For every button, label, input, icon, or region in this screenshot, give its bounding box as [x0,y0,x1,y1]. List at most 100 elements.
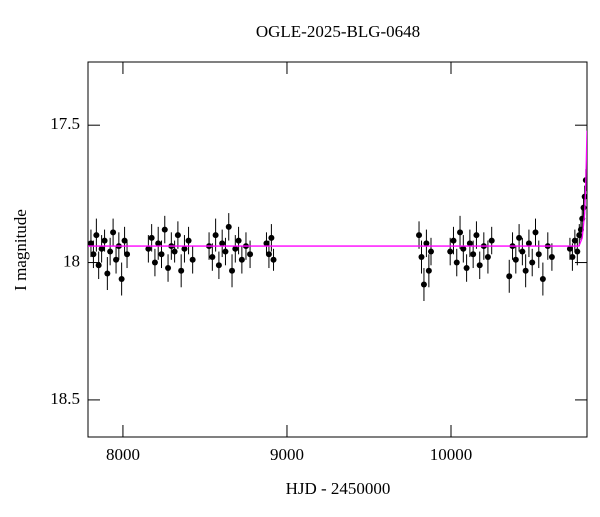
point [519,248,526,255]
data-point [522,254,529,288]
data-point [416,221,423,249]
point [425,267,432,274]
point [90,251,97,258]
y-tick-label: 17.5 [50,114,80,133]
point [219,240,226,247]
data-point [90,240,97,269]
point [263,240,270,247]
data-point [238,246,245,274]
point [418,254,425,261]
point [148,234,155,241]
point [484,254,491,261]
point [525,240,532,247]
data-point [428,237,435,266]
data-point [247,240,254,269]
data-point [574,237,581,266]
point [473,232,480,239]
point [265,251,272,258]
point [95,262,102,269]
point [420,281,427,288]
point [247,251,254,258]
point [104,270,111,277]
data-point [98,235,105,263]
data-point [450,226,457,255]
data-point [535,240,542,269]
y-tick-label: 18 [63,251,80,270]
point [476,262,483,269]
data-point [420,268,427,302]
point [457,229,464,236]
data-point [532,218,539,247]
data-point [88,229,94,258]
data-point [101,229,108,252]
point [174,232,181,239]
point [212,232,219,239]
data-point [95,251,102,280]
point [158,251,165,258]
x-tick-label: 8000 [106,445,140,464]
point [235,237,242,244]
point [98,245,105,252]
point [88,240,94,247]
point [113,256,120,263]
x-tick-label: 10000 [430,445,473,464]
data-point [463,254,470,282]
data-point [104,257,111,291]
point [580,204,587,211]
data-point [425,254,432,288]
point [470,251,477,258]
point [124,251,131,258]
point [118,276,125,283]
point [512,256,519,263]
x-tick-label: 9000 [270,445,304,464]
data-point [121,226,128,255]
point [539,276,546,283]
data-point [423,229,430,258]
data-point [506,259,513,293]
point [165,265,172,272]
plot-area [88,130,587,302]
data-point [235,226,242,255]
point [151,259,158,266]
y-axis-label: I magnitude [11,209,30,291]
data-point [512,246,519,274]
point [101,237,108,244]
point [222,248,229,255]
point [171,248,178,255]
data-point [232,235,239,263]
point [155,240,162,247]
point [532,229,539,236]
point [270,256,277,263]
data-point [209,243,216,271]
data-point [185,226,192,255]
data-point [457,215,464,249]
data-point [263,232,270,255]
point [121,237,128,244]
data-point [516,224,523,252]
point [460,245,467,252]
data-point [107,237,114,266]
data-point [151,248,158,277]
point [447,248,454,255]
data-point [539,262,546,296]
point [535,251,542,258]
data-point [189,246,196,274]
data-point [529,248,536,277]
data-point [178,254,185,288]
data-point [268,224,275,252]
data-point [265,240,272,269]
data-point [155,226,162,260]
model-line [88,130,587,247]
point [93,232,100,239]
data-point [124,240,131,269]
point [571,237,578,244]
point [225,223,232,230]
data-point [161,215,168,244]
point [181,245,188,252]
x-axis-label: HJD - 2450000 [286,479,391,498]
point [529,259,536,266]
data-point [215,251,222,280]
y-tick-label: 18.5 [50,389,80,408]
data-point [118,262,125,296]
point [229,267,236,274]
